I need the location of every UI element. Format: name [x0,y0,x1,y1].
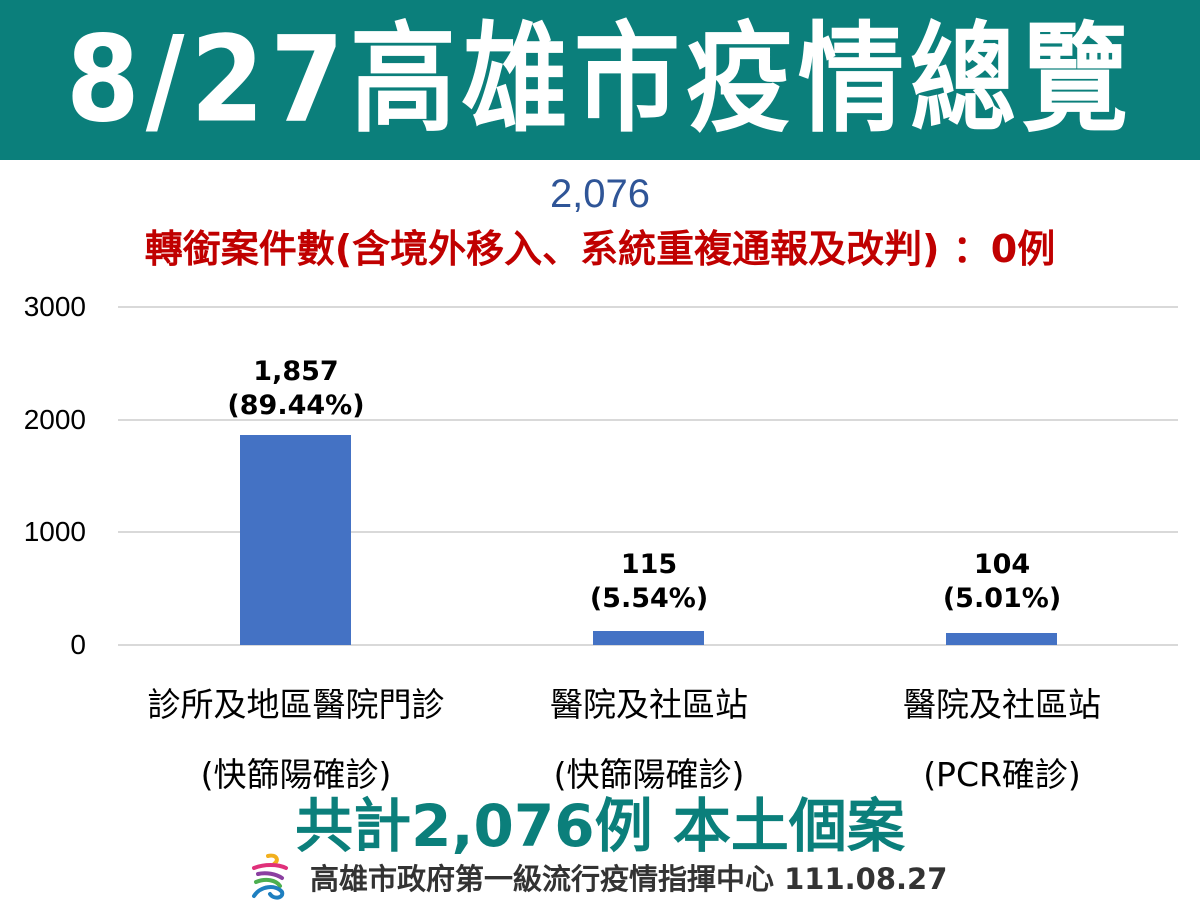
bar-percent: (89.44%) [227,390,365,421]
category-line2: (快篩陽確診) [200,755,392,794]
bar-clinic-rapid-test [240,435,351,645]
footer: 高雄市政府第一級流行疫情指揮中心 111.08.27 [246,852,947,902]
page-title: 8/27高雄市疫情總覽 [66,10,1134,149]
category-label: 診所及地區醫院門診 (快篩陽確診) [116,670,476,810]
bar-value-label: 1,857 (89.44%) [176,355,416,423]
category-line1: 醫院及社區站 [550,685,748,724]
y-tick-2000: 2000 [23,404,86,435]
bar-percent: (5.01%) [942,583,1062,614]
category-line1: 診所及地區醫院門診 [147,685,445,724]
bar-hospital-rapid-test [593,631,704,645]
footer-source-text: 高雄市政府第一級流行疫情指揮中心 111.08.27 [310,862,948,896]
gridline-3000 [118,306,1178,308]
y-tick-3000: 3000 [23,291,86,322]
header-banner: 8/27高雄市疫情總覽 [0,0,1200,160]
category-line2: (PCR確診) [923,755,1081,794]
category-line2: (快篩陽確診) [553,755,745,794]
y-tick-1000: 1000 [23,516,86,547]
gridline-0 [118,644,1178,646]
total-local-cases-summary: 共計2,076例 本土個案 [295,792,905,860]
transfer-cases-note: 轉銜案件數(含境外移入、系統重複通報及改判) ：0例 [144,227,1056,271]
bar-percent: (5.54%) [589,583,709,614]
category-label: 醫院及社區站 (快篩陽確診) [469,670,829,810]
category-line1: 醫院及社區站 [903,685,1101,724]
kaohsiung-city-logo-icon [252,853,288,900]
bar-value-label: 115 (5.54%) [529,548,769,616]
chart-total-title: 2,076 [549,172,651,216]
gridline-1000 [118,531,1178,533]
bar-count: 1,857 [253,356,339,387]
bar-value-label: 104 (5.01%) [882,548,1122,616]
bar-hospital-pcr [946,633,1057,645]
bar-count: 104 [973,549,1031,580]
gridline-2000 [118,419,1178,421]
category-label: 醫院及社區站 (PCR確診) [822,670,1182,810]
y-tick-0: 0 [70,629,86,660]
bar-count: 115 [620,549,678,580]
